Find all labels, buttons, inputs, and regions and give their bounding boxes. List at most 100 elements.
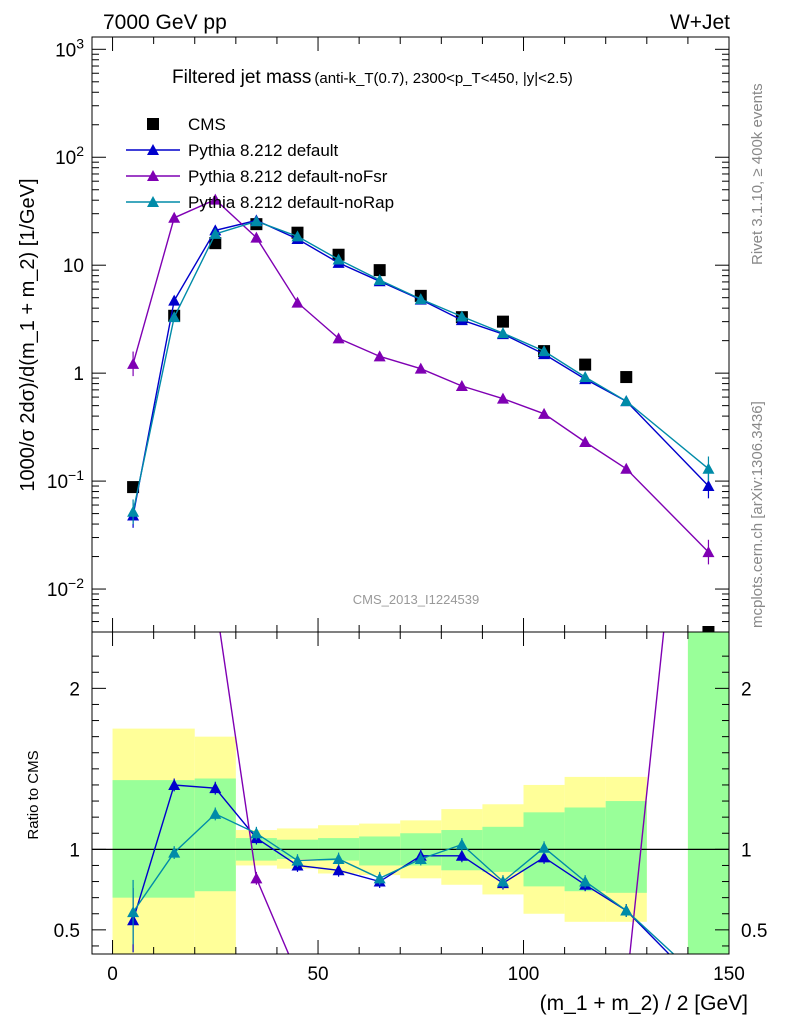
mcplots-label: mcplots.cern.ch [arXiv:1306.3436]	[749, 401, 766, 628]
pythia-8-212-default-norap-point	[414, 293, 427, 305]
y-axis-label-main: 1000/σ 2dσ)/d(m_1 + m_2) [1/GeV]	[17, 178, 39, 491]
y-tick-label: 1	[73, 364, 84, 385]
pythia-8-212-default-nofsr-ratio-point	[250, 872, 263, 884]
pythia-8-212-default-norap-ratio-point	[414, 853, 427, 865]
pythia-8-212-default-norap-point	[209, 227, 222, 239]
legend-marker	[147, 118, 159, 130]
legend: CMS Pythia 8.212 default Pythia 8.212 defa…	[126, 115, 394, 212]
series-cms	[127, 218, 715, 632]
ratio-series-pythia-8-212-default-norap	[127, 807, 675, 954]
pythia-8-212-default-ratio-point	[538, 851, 551, 863]
pythia-8-212-default-nofsr-ratio-line	[219, 632, 665, 954]
pythia-8-212-default-ratio-point	[455, 849, 468, 861]
pythia-8-212-default-norap-point	[168, 311, 181, 323]
x-tick-label: 0	[107, 964, 118, 985]
rivet-label: Rivet 3.1.10, ≥ 400k events	[749, 83, 766, 265]
pythia-8-212-default-norap-ratio-point	[168, 846, 181, 858]
pythia-8-212-default-norap-point	[455, 310, 468, 322]
main-panel: 10−2 10−1 1 10 102 103 CMS_2013_I1224539 Filt…	[47, 35, 730, 633]
pythia-8-212-default-norap-ratio-line	[132, 813, 675, 954]
pythia-8-212-default-nofsr-point	[250, 231, 263, 243]
ratio-data-layer	[92, 632, 729, 954]
cms-point	[496, 315, 509, 328]
process-label: W+Jet	[670, 11, 730, 34]
pythia-8-212-default-norap-ratio-point	[209, 807, 222, 819]
pythia-8-212-default-norap-ratio-point	[291, 854, 304, 866]
pythia-8-212-default-nofsr-point	[702, 546, 715, 558]
pythia-8-212-default-norap-ratio-point	[373, 872, 386, 884]
ratio-y-tick-label-left: 1	[69, 840, 80, 861]
pythia-8-212-default-point	[168, 294, 181, 306]
pythia-8-212-default-norap-point	[620, 395, 633, 407]
uncertainty-band-inner	[605, 801, 647, 893]
pythia-8-212-default-nofsr-point	[579, 436, 592, 448]
pythia-8-212-default-norap-point	[579, 371, 592, 383]
ratio-y-tick-label-left: 0.5	[54, 921, 80, 942]
main-data-layer	[127, 193, 715, 632]
legend-item-pythia-8-212-default-norap: Pythia 8.212 default-noRap	[126, 193, 394, 212]
ratio-series-pythia-8-212-default-nofsr	[219, 632, 665, 954]
pythia-8-212-default-nofsr-point	[620, 462, 633, 474]
pythia-8-212-default-norap-point	[332, 253, 345, 265]
y-tick-label: 10	[63, 256, 84, 277]
y-tick-label: 102	[55, 143, 84, 169]
cms-point	[702, 626, 715, 632]
pythia-8-212-default-point	[702, 480, 715, 492]
pythia-8-212-default-nofsr-point	[496, 392, 509, 404]
uncertainty-band-inner	[112, 780, 195, 898]
pythia-8-212-default-norap-point	[291, 230, 304, 242]
uncertainty-band-inner	[359, 836, 401, 866]
pythia-8-212-default-nofsr-point	[373, 350, 386, 362]
y-tick-label: 10−1	[47, 467, 84, 493]
pythia-8-212-default-ratio-point	[209, 782, 222, 794]
ratio-y-tick-label-right: 1	[741, 840, 752, 861]
cms-point	[579, 358, 592, 371]
pythia-8-212-default-nofsr-point	[538, 407, 551, 419]
pythia-8-212-default-norap-ratio-point	[127, 906, 140, 918]
pythia-8-212-default-nofsr-point	[414, 362, 427, 374]
pythia-8-212-default-norap-ratio-point	[455, 838, 468, 850]
legend-label: Pythia 8.212 default-noFsr	[188, 167, 388, 186]
pythia-8-212-default-norap-point	[496, 327, 509, 339]
pythia-8-212-default-nofsr-point	[127, 357, 140, 369]
legend-label: Pythia 8.212 default	[188, 141, 339, 160]
y-tick-label: 10−2	[47, 575, 84, 601]
pythia-8-212-default-norap-line	[132, 220, 709, 512]
pythia-8-212-default-norap-ratio-point	[496, 875, 509, 887]
y-axis-label-ratio: Ratio to CMS	[25, 750, 42, 839]
legend-item-pythia-8-212-default-nofsr: Pythia 8.212 default-noFsr	[126, 167, 388, 186]
pythia-8-212-default-norap-point	[538, 345, 551, 357]
pythia-8-212-default-nofsr-point	[291, 296, 304, 308]
pythia-8-212-default-nofsr-line	[132, 198, 709, 553]
pythia-8-212-default-ratio-point	[332, 864, 345, 876]
x-axis-label: (m_1 + m_2) / 2 [GeV]	[540, 992, 748, 1015]
pythia-8-212-default-nofsr-point	[455, 380, 468, 392]
x-tick-label: 50	[307, 964, 328, 985]
pythia-8-212-default-nofsr-point	[209, 193, 222, 205]
pythia-8-212-default-norap-point	[127, 505, 140, 517]
legend-item-cms: CMS	[147, 115, 226, 134]
legend-marker	[147, 144, 159, 155]
plot-title: Filtered jet mass (anti-k_T(0.7), 2300<p_…	[172, 67, 573, 88]
x-tick-label: 100	[508, 964, 540, 985]
series-pythia-8-212-default-norap	[127, 215, 715, 525]
pythia-8-212-default-norap-point	[373, 273, 386, 285]
cms-point	[373, 264, 386, 277]
pythia-8-212-default-norap-ratio-point	[620, 904, 633, 916]
pythia-8-212-default-norap-point	[702, 462, 715, 474]
pythia-8-212-default-nofsr-point	[168, 211, 181, 223]
ratio-y-tick-label-right: 2	[741, 679, 752, 700]
legend-marker	[147, 196, 159, 207]
ratio-panel: 0.5 0.5 1 1 2 2 0 50 100 150	[54, 631, 767, 985]
y-tick-label: 103	[55, 35, 84, 61]
watermark: CMS_2013_I1224539	[353, 592, 480, 607]
pythia-8-212-default-norap-ratio-point	[250, 827, 263, 839]
legend-marker	[147, 170, 159, 181]
pythia-8-212-default-norap-ratio-point	[538, 841, 551, 853]
ratio-y-tick-label-right: 0.5	[741, 921, 767, 942]
pythia-8-212-default-norap-ratio-point	[332, 853, 345, 865]
pythia-8-212-default-ratio-point	[168, 778, 181, 790]
legend-label: Pythia 8.212 default-noRap	[188, 193, 394, 212]
legend-label: CMS	[188, 115, 226, 134]
